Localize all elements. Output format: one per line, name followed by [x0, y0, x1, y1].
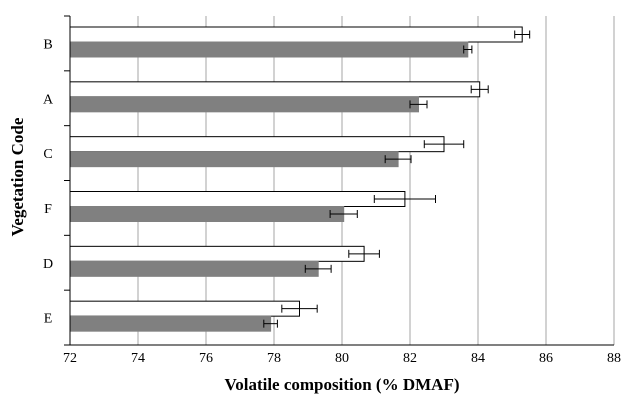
- x-tick-label: 80: [335, 351, 349, 366]
- bar-A-series-1: [69, 96, 419, 113]
- error-bar-D-series-0: [348, 249, 380, 258]
- bar-B-series-0: [69, 26, 523, 43]
- axes: [64, 15, 614, 346]
- category-label-A: A: [43, 92, 54, 107]
- x-tick-label: 74: [131, 351, 145, 366]
- x-tick-label: 88: [607, 351, 621, 366]
- y-axis-title: Vegetation Code: [8, 117, 27, 236]
- gridlines: [137, 16, 615, 345]
- x-tick-label: 72: [63, 351, 77, 366]
- bar-C-series-1: [69, 151, 399, 168]
- bar-D-series-1: [69, 260, 319, 277]
- error-bar-C-series-1: [384, 155, 412, 164]
- bar-A-series-0: [69, 81, 481, 98]
- bar-D-series-0: [69, 245, 365, 262]
- error-bar-A-series-1: [409, 100, 428, 109]
- x-tick-label: 76: [199, 351, 213, 366]
- tick-labels: 72 74 76 78 80 82 84 86 88 B A C F D E: [43, 37, 621, 366]
- category-label-D: D: [43, 257, 53, 272]
- error-bar-E-series-1: [263, 319, 278, 328]
- bar-F-series-0: [69, 191, 406, 207]
- bars: [69, 26, 523, 332]
- x-tick-label: 86: [539, 351, 553, 366]
- category-label-E: E: [44, 312, 53, 327]
- x-tick-label: 78: [267, 351, 281, 366]
- x-axis-title: Volatile composition (% DMAF): [225, 375, 460, 394]
- error-bar-A-series-0: [470, 85, 489, 94]
- category-label-C: C: [43, 147, 52, 162]
- error-bar-E-series-0: [281, 304, 318, 313]
- x-tick-label: 84: [471, 351, 485, 366]
- category-label-F: F: [44, 202, 52, 217]
- error-bar-B-series-0: [514, 30, 531, 39]
- error-bar-D-series-1: [304, 264, 332, 273]
- error-bar-F-series-0: [373, 195, 436, 203]
- bar-C-series-0: [69, 136, 445, 153]
- x-tick-label: 82: [403, 351, 417, 366]
- error-bars: [263, 30, 531, 328]
- error-bar-F-series-1: [329, 210, 358, 218]
- category-label-B: B: [43, 37, 52, 52]
- bar-E-series-1: [69, 315, 272, 332]
- bar-F-series-1: [69, 206, 345, 222]
- bar-E-series-0: [69, 300, 300, 317]
- error-bar-B-series-1: [463, 45, 473, 54]
- bar-B-series-1: [69, 41, 469, 58]
- error-bar-C-series-0: [423, 140, 465, 149]
